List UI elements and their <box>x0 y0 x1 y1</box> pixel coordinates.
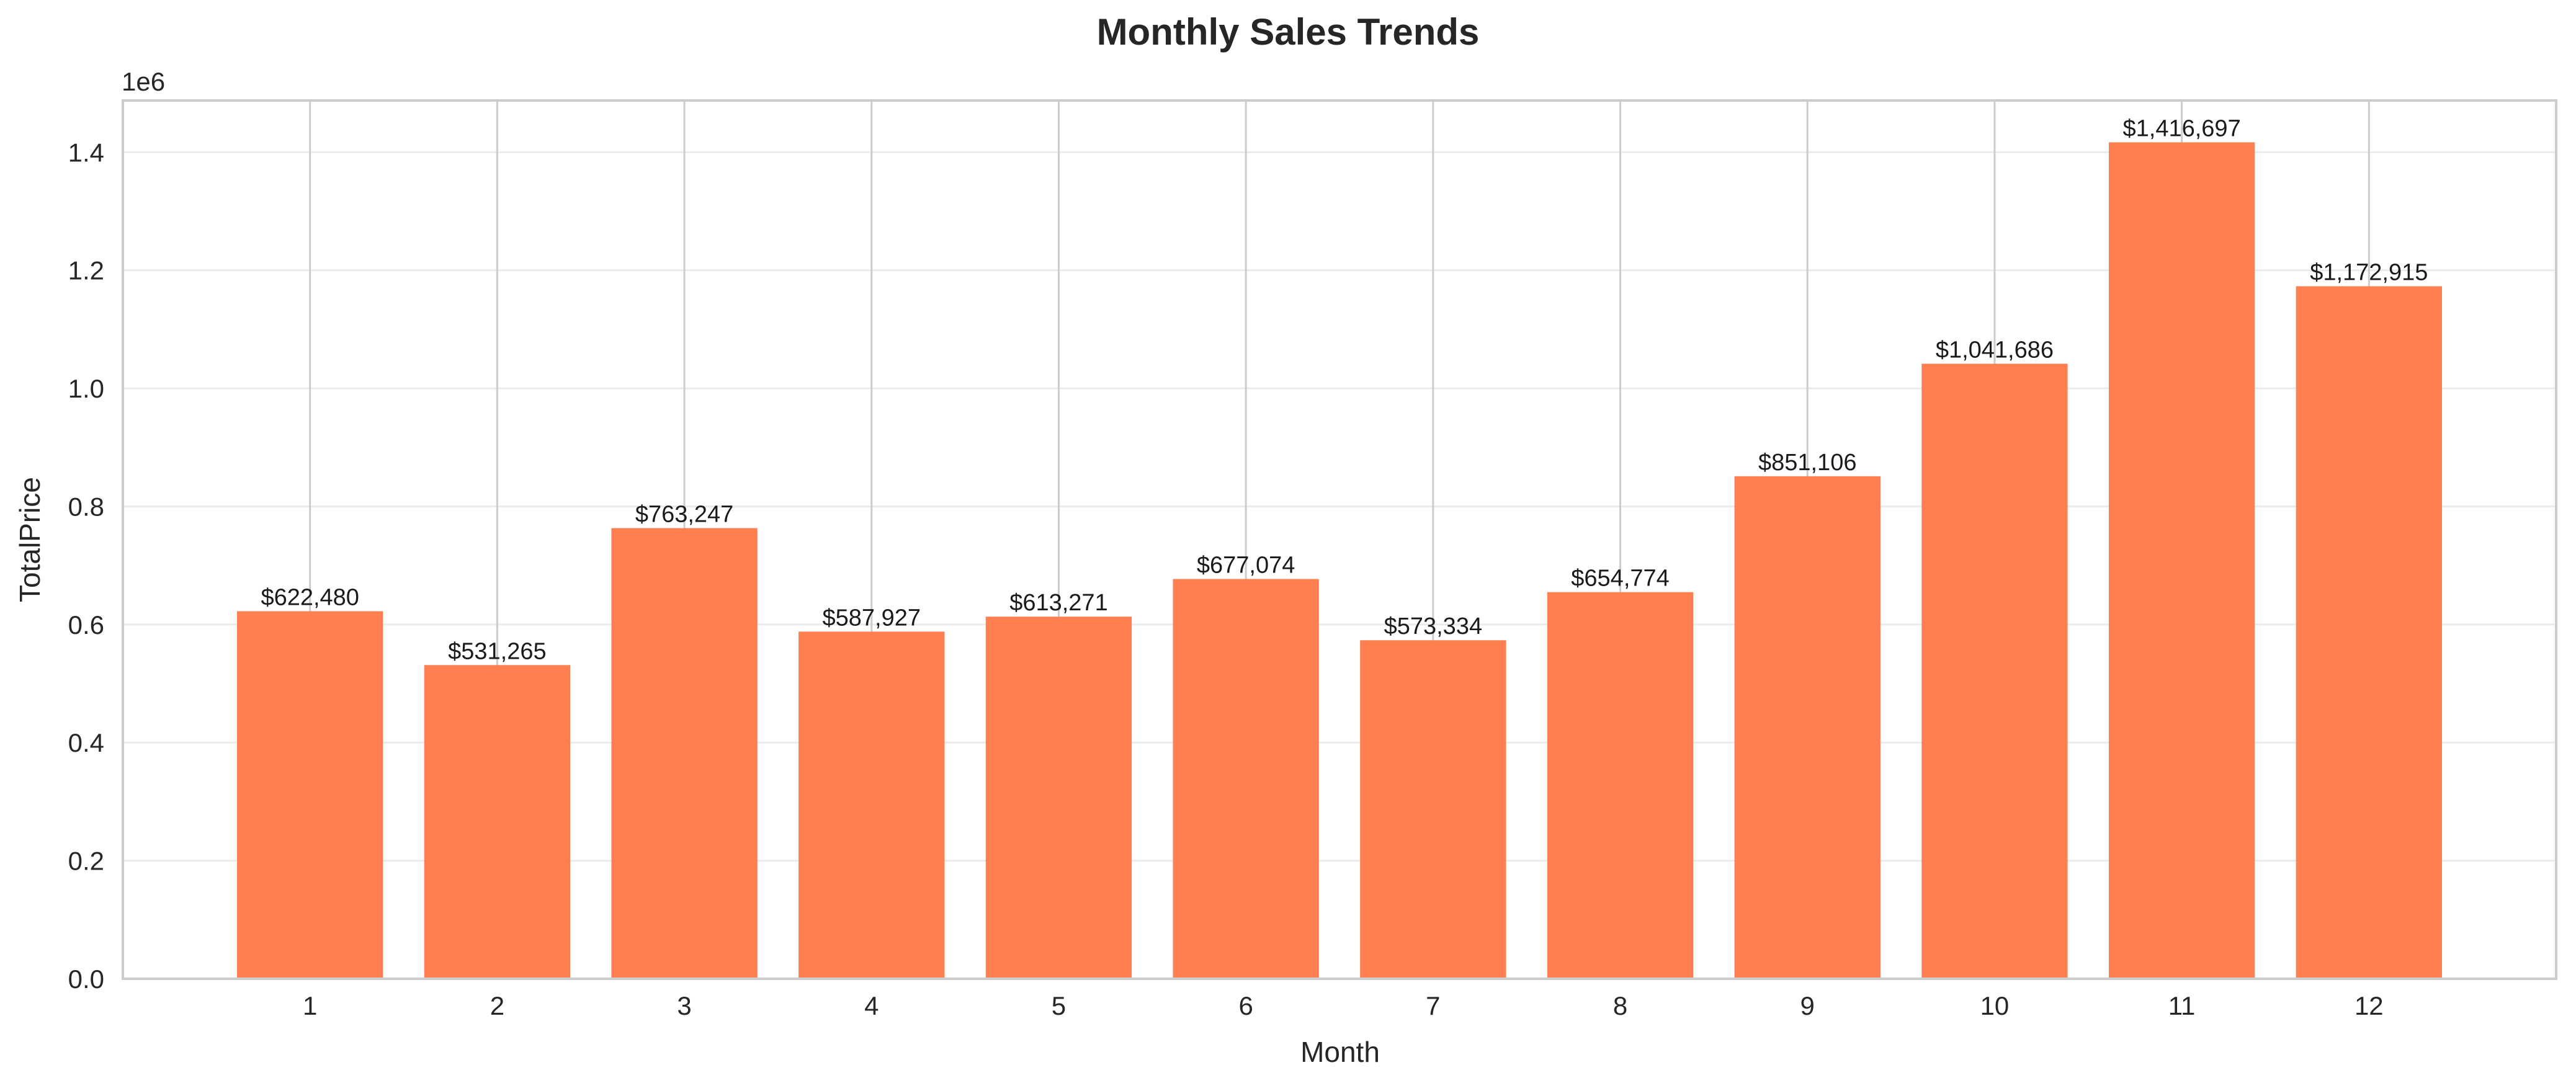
x-tick-label: 7 <box>1426 991 1440 1020</box>
x-tick-label: 10 <box>1980 991 2010 1020</box>
bar-month-11 <box>2108 142 2255 979</box>
x-tick-label: 2 <box>490 991 504 1020</box>
x-axis-label: Month <box>1300 1036 1380 1068</box>
bar-value-labels: $622,480 $531,265 $763,247 $587,927 $613,271… <box>261 115 2428 664</box>
bar-month-3 <box>611 528 758 979</box>
x-tick-label: 4 <box>864 991 879 1020</box>
bar-value-label: $1,416,697 <box>2123 115 2241 141</box>
bar-value-label: $1,172,915 <box>2310 259 2428 285</box>
x-tick-label: 12 <box>2355 991 2384 1020</box>
bar-month-9 <box>1734 476 1881 979</box>
bar-value-label: $1,041,686 <box>1936 337 2054 363</box>
y-tick-label: 0.0 <box>68 964 104 994</box>
y-axis-offset-label: 1e6 <box>122 67 165 96</box>
y-axis-label: TotalPrice <box>14 477 46 602</box>
x-tick-label: 8 <box>1613 991 1627 1020</box>
bar-month-4 <box>798 631 945 979</box>
y-tick-label: 0.4 <box>68 728 104 757</box>
x-tick-label: 6 <box>1238 991 1253 1020</box>
bar-month-1 <box>237 611 383 979</box>
chart-title: Monthly Sales Trends <box>1097 11 1480 53</box>
bar-month-7 <box>1360 640 1506 979</box>
y-tick-label: 1.2 <box>68 256 104 285</box>
bar-month-10 <box>1921 363 2068 979</box>
bar-value-label: $763,247 <box>635 501 734 527</box>
y-tick-label: 0.2 <box>68 847 104 876</box>
x-tick-label: 3 <box>677 991 691 1020</box>
x-tick-label: 11 <box>2168 991 2196 1020</box>
bar-value-label: $654,774 <box>1571 566 1670 592</box>
bar-month-8 <box>1547 592 1694 979</box>
bar-value-label: $587,927 <box>823 605 921 631</box>
bar-month-5 <box>985 617 1132 979</box>
y-tick-label: 0.6 <box>68 610 104 639</box>
bar-month-2 <box>424 665 571 979</box>
x-tick-label: 1 <box>303 991 317 1020</box>
y-tick-label: 0.8 <box>68 492 104 521</box>
y-tick-label: 1.4 <box>68 138 104 167</box>
bar-value-label: $613,271 <box>1009 590 1108 616</box>
x-tick-label: 5 <box>1052 991 1066 1020</box>
axis-ticks: 1 2 3 4 5 6 7 8 9 10 11 120.00.20.40.60.81.01.21.4 <box>68 138 2384 1020</box>
bar-value-label: $851,106 <box>1758 450 1857 476</box>
bar-value-label: $677,074 <box>1197 552 1295 578</box>
bar-value-label: $622,480 <box>261 584 359 610</box>
plot-frame <box>122 99 2557 980</box>
x-tick-label: 9 <box>1800 991 1815 1020</box>
bar-value-label: $573,334 <box>1384 613 1483 639</box>
bar-month-6 <box>1173 579 1319 979</box>
bar-value-label: $531,265 <box>448 638 547 664</box>
bars <box>237 142 2442 979</box>
bar-month-12 <box>2296 286 2442 979</box>
y-tick-label: 1.0 <box>68 374 104 403</box>
